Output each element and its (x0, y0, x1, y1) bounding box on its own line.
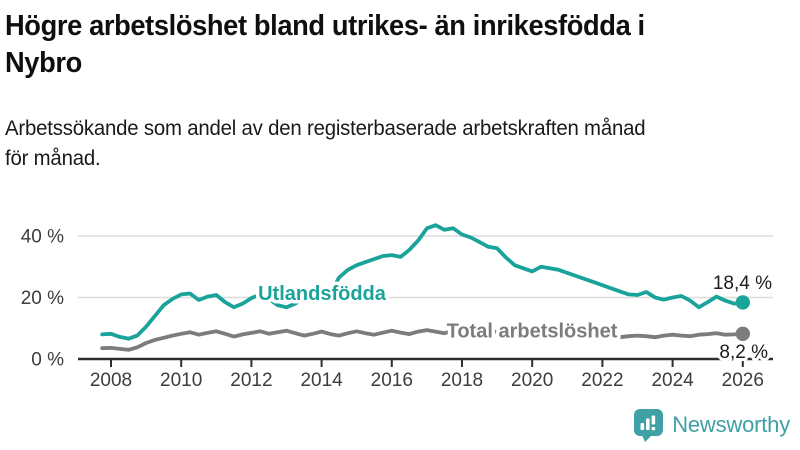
brand-footer: Newsworthy (633, 408, 790, 442)
x-axis-tick-label: 2016 (371, 370, 413, 391)
series-end-dot-utlandsfodda (735, 295, 750, 310)
series-end-dot-total-arbetsloshet (735, 326, 750, 341)
chart-title: Högre arbetslöshet bland utrikes- än inr… (5, 10, 645, 80)
x-axis-tick-label: 2008 (90, 370, 132, 391)
x-axis-tick-label: 2014 (300, 370, 343, 391)
chart-subtitle: Arbetssökande som andel av den registerb… (5, 117, 646, 171)
y-axis-tick-label: 0 % (31, 350, 64, 371)
x-axis-tick-label: 2010 (160, 370, 202, 391)
x-axis-tick-label: 2026 (722, 370, 764, 391)
x-axis-tick-label: 2024 (651, 370, 694, 391)
y-axis-tick-label: 20 % (21, 288, 64, 309)
series-label-total-arbetsloshet: Total arbetslöshet (447, 321, 618, 343)
series-end-value-utlandsfodda: 18,4 % (713, 273, 772, 294)
x-axis-tick-label: 2020 (511, 370, 553, 391)
series-line-utlandsfodda (100, 223, 745, 341)
brand-name: Newsworthy (672, 412, 790, 437)
x-axis-tick-label: 2012 (230, 370, 272, 391)
x-axis-tick-label: 2022 (581, 370, 623, 391)
y-axis-tick-label: 40 % (21, 227, 64, 248)
series-label-utlandsfodda: Utlandsfödda (258, 283, 387, 305)
series-end-value-total-arbetsloshet: 8,2 % (719, 342, 768, 363)
series-line-total-arbetsloshet (100, 327, 745, 352)
newsworthy-logo-icon (634, 409, 664, 442)
x-axis-tick-label: 2018 (441, 370, 483, 391)
